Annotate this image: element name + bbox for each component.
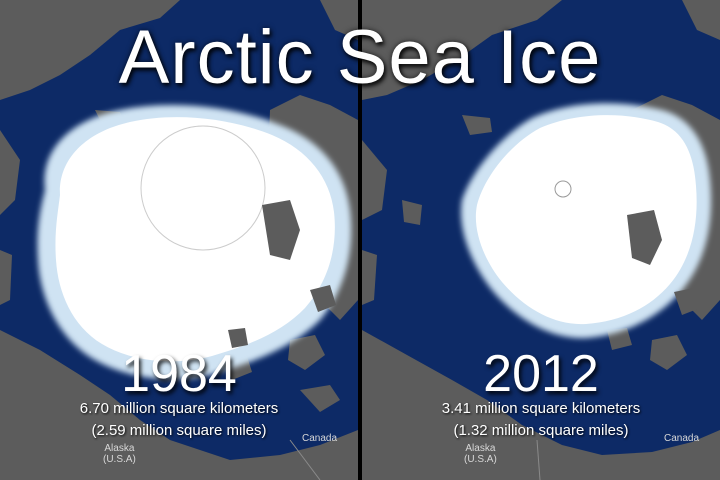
year-label-1984: 1984 xyxy=(121,345,237,403)
land-overlay xyxy=(627,210,700,315)
page-title: Arctic Sea Ice xyxy=(118,15,602,100)
map-2012 xyxy=(362,0,720,480)
pole-hole-2012 xyxy=(554,180,572,198)
usa-label: (U.S.A) xyxy=(464,454,497,465)
usa-label: (U.S.A) xyxy=(103,454,136,465)
area-km-2012: 3.41 million square kilometers xyxy=(441,400,641,417)
area-mi-2012: (1.32 million square miles) xyxy=(453,422,629,439)
place-label-canada-1984: Canada xyxy=(302,433,338,444)
area-km-1984: 6.70 million square kilometers xyxy=(79,400,279,417)
map-panel-2012 xyxy=(362,0,720,480)
pole-hole-1984 xyxy=(140,125,266,251)
place-label-alaska-2012: Alaska (U.S.A) xyxy=(464,443,497,465)
map-panel-1984 xyxy=(0,0,358,480)
place-label-canada-2012: Canada xyxy=(664,433,700,444)
alaska-label: Alaska xyxy=(104,443,135,454)
land-overlay xyxy=(228,200,336,348)
map-1984 xyxy=(0,0,358,480)
border-line xyxy=(289,439,321,480)
border-line xyxy=(536,439,541,480)
area-mi-1984: (2.59 million square miles) xyxy=(91,422,267,439)
year-label-2012: 2012 xyxy=(483,345,599,403)
place-label-alaska-1984: Alaska (U.S.A) xyxy=(103,443,136,465)
panel-divider xyxy=(358,0,362,480)
sea-ice-2012 xyxy=(461,103,712,339)
alaska-label: Alaska xyxy=(465,443,496,454)
